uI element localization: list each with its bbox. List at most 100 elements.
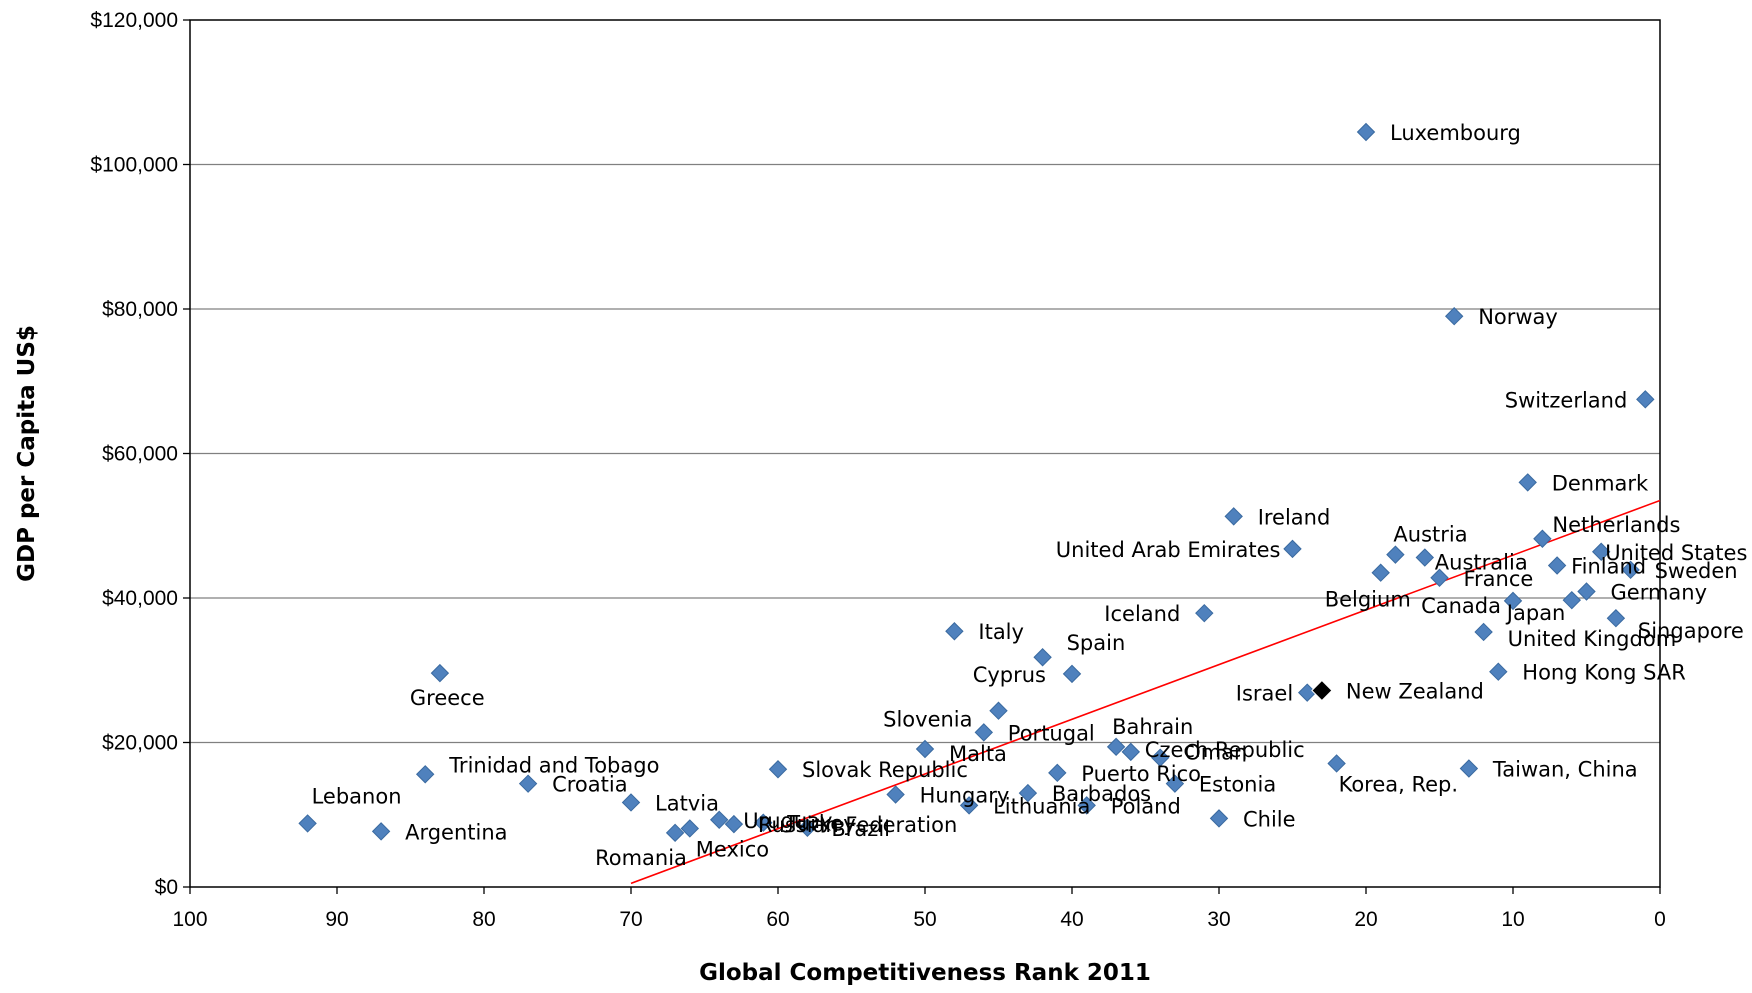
point-label-korea-rep: Korea, Rep. (1339, 772, 1458, 796)
point-luxembourg (1356, 122, 1376, 142)
point-label-lebanon: Lebanon (312, 784, 402, 808)
point-label-russian-federation: Russian Federation (758, 813, 957, 837)
point-hungary (886, 785, 905, 804)
point-finland (1547, 556, 1567, 575)
point-label-israel: Israel (1236, 682, 1293, 706)
point-switzerland (1636, 390, 1655, 409)
point-turkey (754, 813, 773, 832)
point-label-romania: Romania (595, 846, 687, 870)
point-estonia (1165, 774, 1185, 793)
point-netherlands (1533, 529, 1552, 548)
point-label-slovak-republic: Slovak Republic (802, 758, 968, 782)
point-spain (1033, 648, 1052, 667)
point-label-brazil: Brazil (831, 817, 890, 841)
point-romania (665, 823, 685, 843)
y-tick-label: $60,000 (102, 443, 178, 466)
point-russian-federation (724, 814, 744, 834)
x-tick-label: 30 (1207, 908, 1230, 931)
point-label-italy: Italy (978, 620, 1024, 644)
point-label-taiwan-china: Taiwan, China (1492, 758, 1638, 782)
gridlines (190, 163, 1660, 744)
point-poland (1077, 796, 1096, 815)
trendline (630, 499, 1661, 885)
point-malta (915, 739, 935, 759)
point-label-canada: Canada (1421, 594, 1501, 618)
point-bahrain (1106, 737, 1126, 757)
point-label-mexico: Mexico (696, 837, 769, 861)
point-label-trinidad-and-tobago: Trinidad and Tobago (448, 753, 659, 777)
point-label-uruguay: Uruguay (743, 809, 832, 833)
point-label-chile: Chile (1243, 807, 1296, 831)
point-lebanon (298, 814, 317, 833)
point-greece (430, 663, 450, 683)
point-label-hungary: Hungary (920, 784, 1010, 808)
x-tick-label: 0 (1654, 908, 1666, 931)
point-united-kingdom (1474, 622, 1493, 642)
point-singapore (1606, 609, 1626, 628)
point-lithuania (959, 796, 979, 815)
point-oman (1150, 748, 1170, 767)
point-label-ireland: Ireland (1258, 505, 1331, 529)
x-tick-label: 80 (472, 908, 495, 931)
point-cyprus (1062, 664, 1082, 684)
point-label-belgium: Belgium (1325, 588, 1411, 612)
x-tick-label: 60 (766, 908, 789, 931)
point-sweden (1621, 560, 1640, 580)
x-tick-label: 20 (1354, 908, 1377, 931)
point-slovak-republic (768, 760, 788, 779)
point-canada (1503, 591, 1523, 611)
point-label-iceland: Iceland (1104, 602, 1180, 626)
point-austria (1386, 545, 1405, 564)
point-labels: Luxembourg Norway Switzerland Denmark Irelan… (312, 121, 1748, 870)
point-taiwan-china (1459, 759, 1479, 778)
point-label-new-zealand: New Zealand (1346, 679, 1484, 703)
point-label-greece: Greece (410, 686, 485, 710)
y-tick-label: $40,000 (102, 587, 178, 610)
x-tick-label: 50 (913, 908, 936, 931)
point-label-singapore: Singapore (1638, 619, 1744, 643)
x-tick-label: 70 (619, 908, 642, 931)
data-points (298, 122, 1655, 843)
point-label-switzerland: Switzerland (1505, 388, 1628, 412)
y-tick-label: $0 (155, 876, 178, 899)
point-label-lithuania: Lithuania (993, 794, 1090, 818)
point-label-japan: Japan (1505, 601, 1566, 625)
point-latvia (621, 793, 641, 812)
point-label-latvia: Latvia (655, 791, 719, 815)
point-label-cyprus: Cyprus (973, 663, 1046, 687)
point-new-zealand (1311, 679, 1333, 702)
point-label-australia: Australia (1435, 551, 1528, 575)
point-label-barbados: Barbados (1052, 782, 1151, 806)
point-label-puerto-rico: Puerto Rico (1081, 762, 1201, 786)
point-australia (1415, 548, 1435, 567)
point-label-poland: Poland (1111, 794, 1181, 818)
y-tick-label: $20,000 (102, 732, 178, 755)
point-label-oman: Oman (1184, 741, 1247, 765)
point-uruguay (709, 810, 729, 830)
point-label-czech-republic: Czech Republic (1145, 738, 1305, 762)
point-label-luxembourg: Luxembourg (1390, 121, 1521, 145)
point-label-estonia: Estonia (1199, 773, 1276, 797)
point-japan (1562, 590, 1582, 610)
x-tick-label: 40 (1060, 908, 1083, 931)
axis-ticks: $0 $20,000 $40,000 $60,000 $80,000 $100,000 $1… (90, 9, 1665, 931)
x-tick-label: 100 (172, 908, 207, 931)
point-united-arab-emirates (1283, 539, 1302, 559)
point-label-malta: Malta (949, 742, 1007, 766)
point-italy (945, 622, 964, 641)
point-label-sweden: Sweden (1655, 559, 1738, 583)
point-hong-kong-sar (1489, 662, 1508, 681)
point-label-turkey: Turkey (786, 812, 855, 836)
point-label-hong-kong-sar: Hong Kong SAR (1522, 661, 1686, 685)
y-tick-label: $80,000 (102, 298, 178, 321)
point-label-bahrain: Bahrain (1112, 715, 1193, 739)
point-label-finland: Finland (1571, 554, 1646, 578)
point-label-austria: Austria (1393, 523, 1467, 547)
y-tick-label: $120,000 (90, 9, 178, 32)
point-label-croatia: Croatia (552, 773, 628, 797)
point-label-argentina: Argentina (405, 820, 507, 844)
point-label-spain: Spain (1067, 631, 1126, 655)
point-croatia (518, 774, 538, 793)
point-label-netherlands: Netherlands (1552, 513, 1680, 537)
